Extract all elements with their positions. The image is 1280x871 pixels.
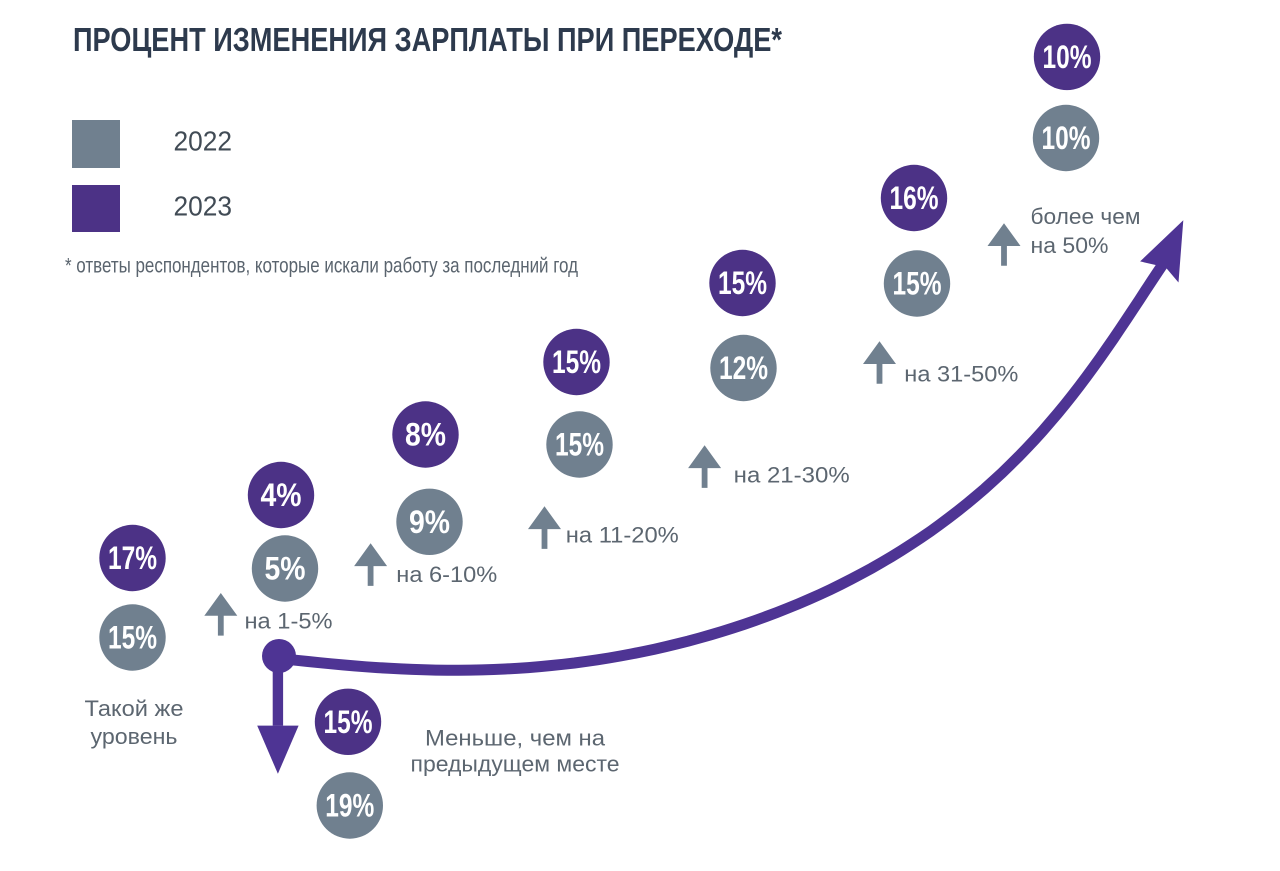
svg-text:17%: 17% <box>108 540 157 576</box>
svg-text:19%: 19% <box>325 788 374 824</box>
svg-text:9%: 9% <box>409 504 450 540</box>
svg-text:15%: 15% <box>324 704 373 740</box>
svg-text:16%: 16% <box>890 180 939 216</box>
svg-text:более чем: более чем <box>1031 204 1141 229</box>
svg-text:15%: 15% <box>555 427 604 463</box>
svg-text:15%: 15% <box>893 266 942 302</box>
svg-text:5%: 5% <box>265 551 306 587</box>
svg-text:12%: 12% <box>719 350 768 386</box>
svg-text:* ответы респондентов, которые: * ответы респондентов, которые искали ра… <box>65 255 578 278</box>
svg-text:15%: 15% <box>552 344 601 380</box>
svg-text:4%: 4% <box>261 477 302 513</box>
svg-text:8%: 8% <box>405 417 446 453</box>
svg-text:15%: 15% <box>718 265 767 301</box>
svg-text:ПРОЦЕНТ ИЗМЕНЕНИЯ ЗАРПЛАТЫ ПРИ: ПРОЦЕНТ ИЗМЕНЕНИЯ ЗАРПЛАТЫ ПРИ ПЕРЕХОДЕ* <box>73 21 782 58</box>
svg-text:15%: 15% <box>108 620 157 656</box>
svg-text:на 11-20%: на 11-20% <box>566 522 679 547</box>
svg-text:Такой же: Такой же <box>85 696 184 721</box>
svg-text:Меньше, чем на: Меньше, чем на <box>425 726 606 751</box>
svg-text:предыдущем месте: предыдущем месте <box>411 752 620 777</box>
svg-text:на 6-10%: на 6-10% <box>396 562 497 587</box>
svg-text:2023: 2023 <box>174 190 233 221</box>
svg-text:на 50%: на 50% <box>1031 233 1109 258</box>
svg-text:на 21-30%: на 21-30% <box>734 463 850 488</box>
svg-text:10%: 10% <box>1043 39 1092 75</box>
svg-text:10%: 10% <box>1042 120 1091 156</box>
svg-text:на 1-5%: на 1-5% <box>245 609 333 634</box>
svg-text:на 31-50%: на 31-50% <box>904 362 1018 387</box>
svg-text:2022: 2022 <box>174 126 233 157</box>
svg-text:уровень: уровень <box>91 724 178 749</box>
